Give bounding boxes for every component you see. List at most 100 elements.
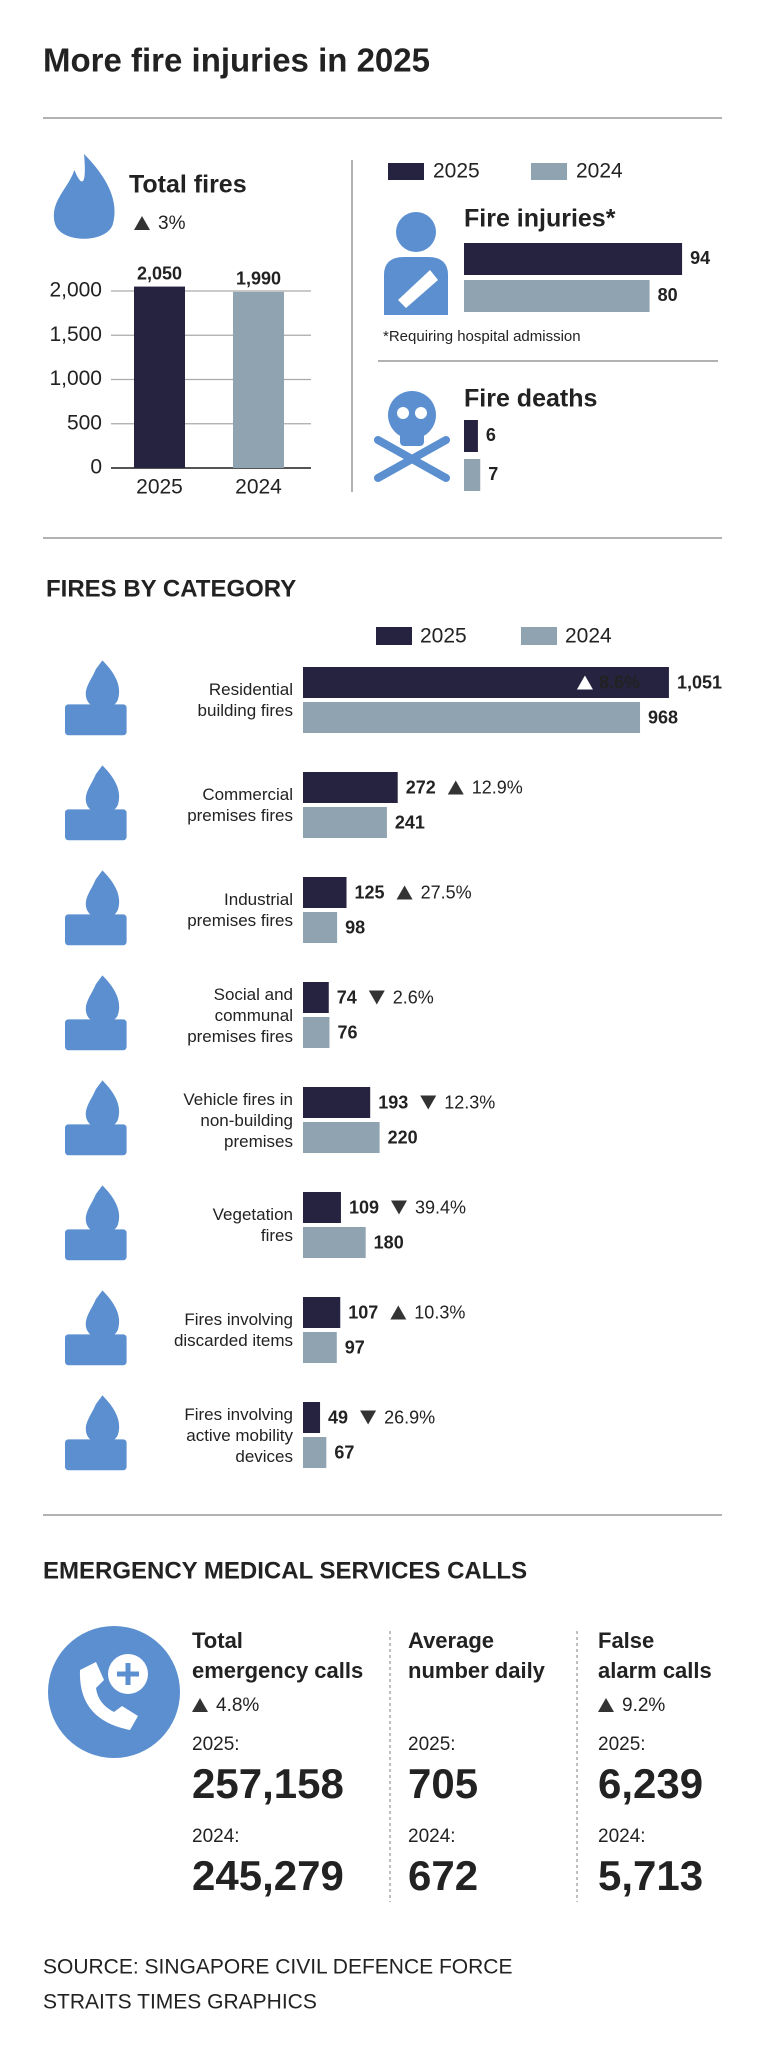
change-arrow [360, 1410, 377, 1425]
category-icon [65, 1080, 127, 1156]
value-label: 7 [488, 464, 498, 484]
value-label: 968 [648, 707, 678, 727]
change-arrow [390, 1200, 407, 1215]
y-tick-label: 2,000 [49, 279, 102, 302]
change-label: 8.6% [599, 672, 640, 692]
legend-label: 2025 [420, 625, 467, 648]
value-label: 49 [328, 1407, 348, 1427]
year-label: 2024: [192, 1826, 240, 1847]
bar [303, 1017, 330, 1048]
legend-label: 2025 [433, 160, 480, 183]
y-tick-label: 1,500 [49, 323, 102, 346]
bar [134, 286, 185, 468]
legend-swatch [388, 163, 424, 180]
category-label: Social and communal premises fires [187, 984, 293, 1046]
change-label: 39.4% [415, 1197, 466, 1217]
chart-title: Fire deaths [464, 385, 597, 413]
section-title: EMERGENCY MEDICAL SERVICES CALLS [43, 1557, 527, 1584]
category-label: Commercial premises fires [187, 785, 293, 825]
value-label: 125 [355, 882, 385, 902]
value-label: 80 [658, 285, 678, 305]
legend-swatch [521, 627, 557, 645]
ems-label: Average number daily [408, 1628, 545, 1683]
injury-icon [384, 212, 448, 315]
value-label: 109 [349, 1197, 379, 1217]
category-icon [65, 765, 127, 841]
value-previous: 5,713 [598, 1852, 703, 1899]
value-label: 220 [388, 1127, 418, 1147]
value-label: 6 [486, 425, 496, 445]
value-current: 6,239 [598, 1760, 703, 1807]
year-label: 2024: [598, 1826, 646, 1847]
change-arrow [368, 990, 385, 1005]
category-icon [65, 660, 127, 736]
bar [303, 1332, 337, 1363]
skull-icon [374, 391, 450, 482]
value-label: 74 [337, 987, 357, 1007]
category-icon [65, 1185, 127, 1261]
legend-label: 2024 [565, 625, 612, 648]
year-label: 2025: [598, 1734, 646, 1755]
change-arrow [420, 1095, 437, 1110]
bar [303, 877, 347, 908]
category-label: Industrial premises fires [187, 890, 293, 930]
change-label: 12.9% [472, 777, 523, 797]
bar [464, 459, 481, 491]
category-label: Vehicle fires in non-building premises [183, 1089, 293, 1151]
y-tick-label: 1,000 [49, 367, 102, 390]
change-label: 12.3% [444, 1092, 495, 1112]
change-arrow [134, 216, 150, 230]
legend-label: 2024 [576, 160, 623, 183]
bar [303, 1437, 327, 1468]
change-label: 27.5% [421, 882, 472, 902]
category-icon [65, 870, 127, 946]
chart-title: Fire injuries* [464, 205, 616, 233]
category-icon [65, 1290, 127, 1366]
value-label: 98 [345, 917, 365, 937]
bar [303, 1297, 341, 1328]
category-icon [65, 1395, 127, 1471]
year-label: 2024: [408, 1826, 456, 1847]
bar [303, 912, 338, 943]
value-previous: 672 [408, 1852, 478, 1899]
value-label: 76 [337, 1022, 357, 1042]
bar [303, 1122, 380, 1153]
change-arrow [390, 1305, 407, 1320]
chart-title: Total fires [129, 171, 247, 199]
year-label: 2025: [408, 1734, 456, 1755]
value-label: 272 [406, 777, 436, 797]
value-current: 257,158 [192, 1760, 344, 1807]
category-label: Fires involving discarded items [173, 1310, 293, 1350]
bar [303, 667, 669, 698]
value-previous: 245,279 [192, 1852, 344, 1899]
value-label: 180 [374, 1232, 404, 1252]
ems-icon [48, 1626, 180, 1758]
change-label: 2.6% [393, 987, 434, 1007]
change-arrow [396, 885, 413, 900]
note: *Requiring hospital admission [383, 328, 581, 345]
value-label: 1,051 [677, 672, 722, 692]
x-tick-label: 2024 [235, 476, 282, 499]
value-current: 705 [408, 1760, 478, 1807]
value-label: 94 [690, 248, 710, 268]
bar [464, 243, 683, 275]
change-label: 10.3% [414, 1302, 465, 1322]
change-arrow [447, 780, 464, 795]
value-label: 2,050 [137, 263, 182, 283]
chart-title: FIRES BY CATEGORY [46, 575, 296, 602]
y-tick-label: 0 [90, 456, 102, 479]
source: SOURCE: SINGAPORE CIVIL DEFENCE FORCE [43, 1956, 512, 1979]
fire-icon [53, 154, 115, 239]
value-label: 67 [334, 1442, 354, 1462]
value-label: 241 [395, 812, 425, 832]
value-label: 107 [348, 1302, 378, 1322]
category-icon [65, 975, 127, 1051]
legend-swatch [531, 163, 567, 180]
ems-label: Total emergency calls [192, 1628, 364, 1683]
value-label: 97 [345, 1337, 365, 1357]
category-label: Fires involving active mobility devices [184, 1404, 293, 1466]
year-label: 2025: [192, 1734, 240, 1755]
value-label: 1,990 [236, 269, 281, 289]
